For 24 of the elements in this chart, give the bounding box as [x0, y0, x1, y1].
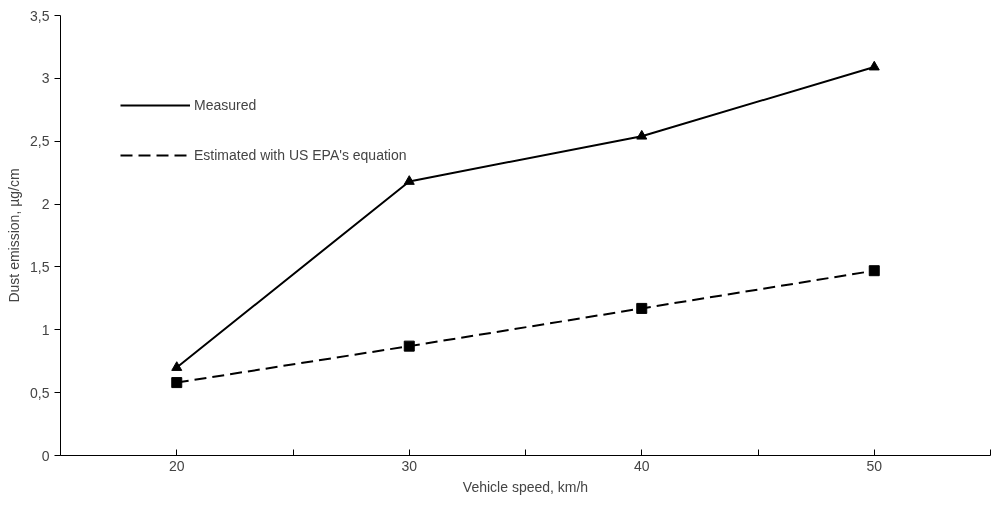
- point: [868, 60, 880, 71]
- legend-label: Estimated with US EPA's equation: [194, 147, 407, 163]
- point: [636, 129, 648, 140]
- y-tick-label: 3,5: [30, 7, 50, 24]
- x-tick-label: 50: [866, 457, 883, 474]
- y-tick-label: 3: [41, 70, 50, 87]
- point: [171, 377, 183, 389]
- y-tick-label: 2: [41, 196, 50, 213]
- y-tick-label: 2,5: [30, 133, 50, 150]
- x-tick-label: 20: [168, 457, 185, 474]
- point: [636, 302, 648, 314]
- x-tick-label: 30: [401, 457, 418, 474]
- y-tick-label: 1,5: [30, 258, 50, 275]
- legend-label: Measured: [194, 97, 257, 113]
- x-tick-label: 40: [633, 457, 650, 474]
- y-tick-label: 1: [41, 321, 50, 338]
- y-tick-label: 0: [41, 447, 50, 464]
- point: [403, 340, 415, 352]
- point: [868, 265, 880, 277]
- x-axis-title: Vehicle speed, km/h: [462, 478, 589, 495]
- y-axis-title: Dust emission, µg/cm: [6, 168, 23, 303]
- point: [403, 175, 415, 185]
- point: [171, 361, 183, 371]
- y-tick-label: 0,5: [30, 384, 50, 401]
